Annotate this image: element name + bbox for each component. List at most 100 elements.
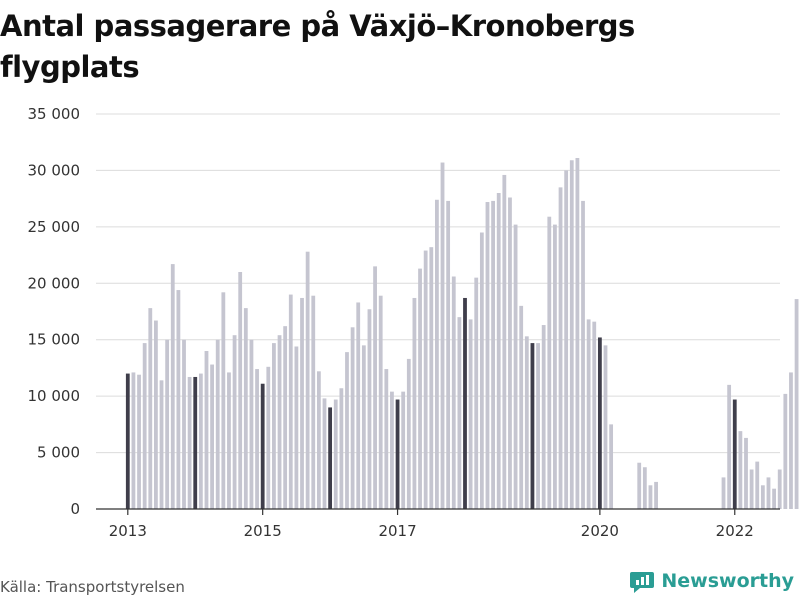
bar — [755, 461, 760, 509]
bar — [479, 232, 484, 509]
bar — [412, 297, 417, 509]
bar — [373, 266, 377, 509]
x-axis: 201320152017202020222024 — [96, 508, 780, 540]
bar — [721, 477, 726, 509]
bar — [165, 339, 170, 509]
bar — [170, 264, 175, 509]
bar — [648, 485, 653, 509]
bar — [463, 297, 467, 509]
bar — [783, 393, 788, 509]
bar — [789, 372, 793, 509]
bar — [260, 383, 265, 509]
bar — [322, 398, 327, 509]
bar — [215, 339, 220, 509]
bar — [277, 335, 282, 509]
bar — [654, 481, 658, 509]
brand-logo[interactable]: Newsworthy — [629, 568, 794, 594]
bar — [468, 319, 473, 509]
bar — [198, 373, 203, 509]
bar — [553, 224, 557, 509]
bar — [328, 407, 333, 509]
bar — [176, 290, 181, 509]
bar — [356, 302, 361, 509]
bar — [154, 320, 158, 509]
bar — [496, 193, 501, 509]
bar — [435, 199, 439, 509]
bar — [187, 376, 192, 509]
bar — [530, 343, 535, 509]
bar — [508, 197, 512, 509]
y-tick-label: 10 000 — [28, 387, 81, 405]
bar — [148, 308, 153, 509]
bar — [513, 224, 518, 509]
y-tick-label: 15 000 — [28, 331, 81, 349]
bar — [401, 391, 406, 509]
y-tick-label: 25 000 — [28, 218, 81, 236]
bar — [760, 485, 765, 509]
bar — [316, 371, 321, 509]
y-tick-label: 35 000 — [28, 105, 81, 123]
bar — [125, 373, 130, 509]
bar — [766, 477, 771, 509]
bar — [311, 295, 316, 509]
bar — [193, 376, 198, 509]
bar — [131, 372, 136, 509]
bar — [232, 335, 237, 509]
bar — [446, 200, 451, 509]
bar — [227, 372, 231, 509]
bar — [547, 216, 552, 509]
bar — [243, 308, 248, 509]
x-tick-label: 2022 — [716, 522, 754, 540]
bar — [288, 294, 293, 509]
x-tick-label: 2015 — [244, 522, 282, 540]
bar — [592, 321, 597, 509]
bar — [159, 380, 164, 509]
bar — [221, 292, 226, 509]
bar — [300, 297, 304, 509]
bar — [485, 202, 490, 509]
bar — [395, 399, 400, 509]
bar — [345, 352, 349, 509]
brand-name: Newsworthy — [661, 570, 794, 592]
bar — [502, 174, 507, 509]
bar — [794, 299, 799, 509]
bar — [569, 160, 574, 509]
x-tick-label: 2020 — [581, 522, 619, 540]
y-axis-ticks: 0 5 000 10 000 15 000 20 000 25 000 30 000 35 0… — [28, 105, 81, 518]
bar — [457, 317, 462, 509]
bar — [777, 469, 782, 509]
bar — [772, 488, 776, 509]
x-tick-label: 2017 — [378, 522, 416, 540]
bar — [305, 251, 310, 509]
newsworthy-logo-icon — [630, 572, 655, 593]
bar — [423, 250, 428, 509]
bar — [142, 343, 147, 509]
bar — [182, 339, 186, 509]
bar — [361, 345, 366, 509]
y-tick-label: 20 000 — [28, 274, 81, 292]
bar — [597, 337, 602, 509]
bar — [249, 339, 254, 509]
bar — [536, 343, 540, 509]
x-tick-label: 2013 — [109, 522, 147, 540]
bar — [367, 309, 372, 509]
bar — [350, 327, 355, 509]
bar — [609, 424, 614, 509]
bar — [519, 305, 524, 509]
bar — [384, 369, 389, 509]
bar — [541, 325, 546, 509]
bar — [474, 277, 479, 509]
bar — [255, 369, 259, 509]
bar — [637, 462, 642, 509]
bar — [749, 469, 754, 509]
bar — [137, 374, 141, 509]
y-tick-label: 5 000 — [37, 444, 80, 462]
bar — [266, 366, 271, 509]
bar — [283, 326, 288, 509]
chart-title: Antal passagerare på Växjö–Kronobergs fl… — [0, 9, 635, 84]
bar — [440, 162, 445, 509]
bar — [390, 391, 394, 509]
bar — [575, 158, 580, 509]
bar — [732, 399, 737, 509]
